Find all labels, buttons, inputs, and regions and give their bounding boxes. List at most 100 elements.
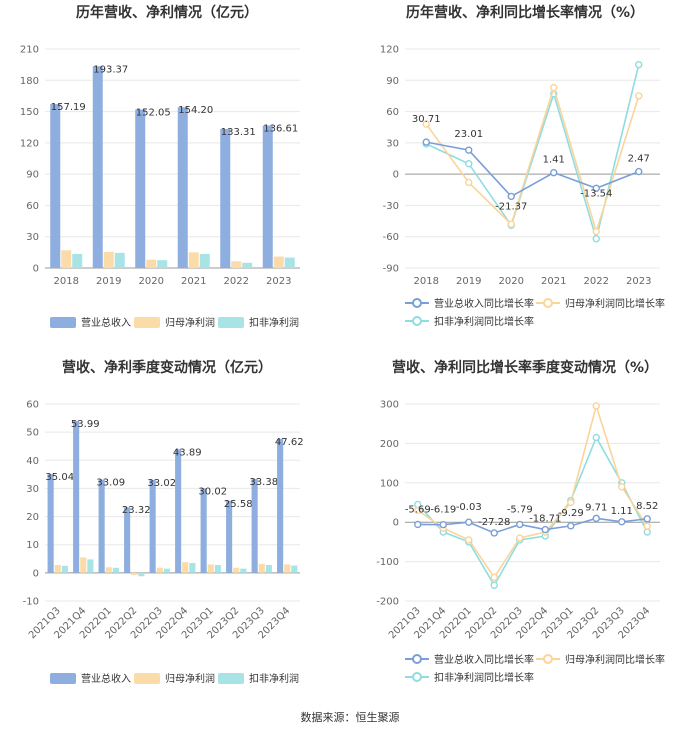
chart3-ytick-label: 10 — [26, 540, 39, 551]
chart2-xtick-label: 2019 — [456, 276, 481, 287]
chart2-data-label: 23.01 — [454, 129, 483, 140]
chart1-data-label: 133.31 — [221, 127, 256, 138]
annual-growth-line-chart: -90 -60 -30 0 30 60 90 120 2018 2019 2020 2021 2022 2… — [380, 45, 660, 287]
chart4-point-net-growth — [643, 522, 651, 530]
chart2-point-revenue-growth — [422, 138, 430, 146]
chart3-bar-revenue — [277, 438, 284, 573]
chart2-xtick-label: 2020 — [499, 276, 524, 287]
legend-label-q-revenue: 营业总收入 — [81, 672, 131, 685]
chart3-bar-net-profit — [233, 567, 240, 573]
chart2-data-label: 1.41 — [543, 155, 565, 166]
chart4-title: 营收、净利同比增长率季度变动情况（%） — [392, 359, 658, 376]
chart2-point-net-growth — [592, 227, 600, 236]
chart1-xtick-label: 2022 — [224, 276, 249, 287]
chart1-title: 历年营收、净利情况（亿元） — [76, 4, 258, 21]
chart2-point-revenue-growth — [635, 167, 643, 176]
chart1-bar-deducted-profit — [114, 252, 125, 268]
chart4-point-revenue-growth — [516, 520, 524, 529]
quarterly-growth-line-chart: -200-10001002003002021Q32021Q42022Q12022… — [376, 400, 660, 641]
chart4-ytick-label: 100 — [380, 478, 399, 489]
chart3-bar-net-profit — [284, 564, 291, 573]
chart3-bar-deducted-profit — [240, 568, 247, 573]
chart2-xtick-label: 2021 — [541, 276, 566, 287]
chart1-bar-net-profit — [61, 250, 72, 268]
legend-swatch-q-net — [134, 673, 160, 684]
chart4-point-net-growth — [618, 483, 626, 491]
chart4-point-revenue-growth — [618, 518, 626, 526]
chart3-bar-net-profit — [258, 563, 265, 573]
chart2-series-line-revenue-growth — [426, 141, 640, 198]
chart1-bar-net-profit — [188, 252, 199, 268]
chart3-data-label: 43.89 — [173, 447, 202, 458]
chart1-ytick-label: 30 — [26, 232, 39, 243]
chart4-point-revenue-growth — [439, 520, 447, 529]
chart3-bar-revenue — [47, 474, 54, 573]
legend-label-deducted: 扣非净利润 — [249, 316, 299, 329]
chart4-data-label: -9.29 — [558, 508, 584, 519]
chart1-bar-revenue — [92, 66, 103, 268]
chart1-bar-net-profit — [273, 256, 284, 268]
chart4-point-revenue-growth — [643, 515, 651, 523]
chart1-bar-deducted-profit — [284, 257, 295, 268]
chart4-point-deducted-growth — [592, 433, 600, 442]
chart1-data-label: 157.19 — [51, 102, 86, 113]
chart4-data-label: 8.52 — [636, 501, 658, 512]
chart2-ytick-label: 30 — [386, 138, 399, 149]
chart4-data-label: 9.71 — [585, 502, 607, 513]
chart2-data-label: -13.54 — [580, 188, 612, 199]
chart2-ytick-label: 90 — [386, 76, 399, 87]
chart3-bar-revenue — [200, 488, 207, 573]
chart1-ytick-label: 90 — [26, 170, 39, 181]
chart3-data-label: 33.09 — [96, 478, 125, 489]
chart2-series-line-net-growth — [425, 84, 640, 235]
chart3-bar-net-profit — [131, 572, 138, 576]
legend-label-q-net: 归母净利润 — [165, 672, 215, 685]
chart2-title: 历年营收、净利同比增长率情况（%） — [406, 4, 644, 21]
chart4-ytick-label: 300 — [380, 400, 399, 411]
chart2-point-revenue-growth — [550, 168, 558, 177]
chart1-xtick-label: 2020 — [139, 276, 164, 287]
chart3-bar-revenue — [73, 420, 80, 573]
chart4-point-revenue-growth — [414, 520, 422, 529]
chart4-data-label: -27.28 — [478, 517, 510, 528]
chart2-ytick-label: -90 — [383, 264, 399, 275]
chart2-data-label: 2.47 — [628, 154, 650, 165]
chart3-bar-revenue — [226, 500, 233, 573]
chart4-data-label: 1.11 — [611, 506, 633, 517]
chart1-bar-revenue — [50, 104, 61, 268]
chart1-ytick-label: 180 — [20, 76, 39, 87]
chart2-point-revenue-growth — [592, 184, 600, 192]
chart3-bar-revenue — [175, 449, 182, 573]
legend-swatch-q-deducted — [218, 673, 244, 684]
chart2-ytick-label: -60 — [383, 232, 399, 243]
chart2-ytick-label: 120 — [380, 45, 399, 56]
chart4-series-line-revenue-growth — [417, 517, 648, 534]
legend-swatch-q-revenue — [50, 673, 76, 684]
chart4-point-net-growth — [592, 402, 600, 410]
legend-label-q-ded-growth: 扣非净利润同比增长率 — [434, 671, 534, 684]
chart3-bar-deducted-profit — [189, 563, 196, 573]
chart1-xtick-label: 2021 — [181, 276, 206, 287]
chart2-point-deducted-growth — [635, 60, 643, 69]
chart3-bar-deducted-profit — [291, 565, 298, 573]
chart1-bar-deducted-profit — [242, 262, 253, 268]
chart1-bar-net-profit — [231, 261, 242, 268]
chart1-bar-net-profit — [103, 251, 114, 268]
chart2-xtick-label: 2023 — [626, 276, 651, 287]
legend-label-net-growth: 归母净利润同比增长率 — [565, 297, 665, 310]
chart3-bar-revenue — [251, 478, 258, 573]
quarterly-revenue-bar-chart: -1001020304050602021Q335.042021Q453.9920… — [23, 400, 304, 642]
chart3-data-label: 30.02 — [198, 486, 227, 497]
chart2-point-net-growth — [507, 220, 515, 228]
chart3-data-label: 35.04 — [45, 472, 74, 483]
chart3-data-label: 33.02 — [147, 478, 176, 489]
chart1-ytick-label: 210 — [20, 45, 39, 56]
chart1-ytick-label: 0 — [33, 264, 39, 275]
chart3-bar-deducted-profit — [214, 564, 221, 573]
chart4-legend: 营业总收入同比增长率 归母净利润同比增长率 扣非净利润同比增长率 — [405, 653, 665, 684]
chart2-data-label: -21.37 — [495, 201, 527, 212]
chart3-legend: 营业总收入 归母净利润 扣非净利润 — [50, 672, 299, 685]
chart3-data-label: 53.99 — [71, 419, 100, 430]
chart2-ytick-label: 60 — [386, 107, 399, 118]
